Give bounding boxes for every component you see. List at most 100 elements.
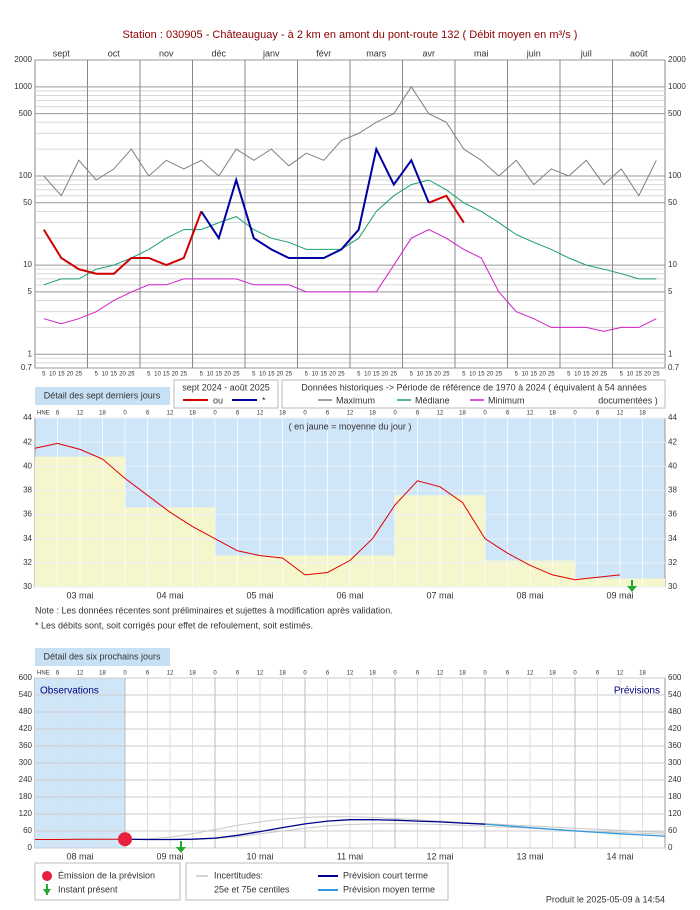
- present-marker: [627, 586, 637, 592]
- detail-button-label[interactable]: Détail des sept derniers jours: [44, 390, 161, 400]
- y-tick-label: 40: [23, 461, 32, 470]
- annotation: ( en jaune = moyenne du jour ): [289, 421, 412, 431]
- hour-tick-label: 6: [56, 411, 60, 417]
- axis-label: HNE: [37, 671, 50, 677]
- y-tick-label: 0: [668, 843, 673, 852]
- y-tick-label: 36: [668, 510, 677, 519]
- hour-tick-label: 6: [146, 671, 150, 677]
- day-tick-label: 25: [338, 372, 345, 378]
- y-tick-label: 100: [668, 171, 682, 180]
- y-tick-label: 300: [19, 758, 33, 767]
- annotation: Prévisions: [614, 686, 660, 697]
- hour-tick-label: 18: [369, 411, 376, 417]
- hour-tick-label: 18: [189, 671, 196, 677]
- day-tick-label: 25: [128, 372, 135, 378]
- y-tick-label: 44: [23, 413, 32, 422]
- y-tick-label: 1000: [14, 82, 32, 91]
- day-tick-label: 10: [102, 372, 109, 378]
- day-tick-label: 15: [478, 372, 485, 378]
- hour-tick-label: 0: [213, 411, 217, 417]
- month-label: mars: [366, 48, 386, 58]
- day-tick-label: 25: [75, 372, 82, 378]
- day-tick-label: 15: [530, 372, 537, 378]
- y-tick-label: 30: [23, 582, 32, 591]
- y-tick-label: 5: [28, 287, 33, 296]
- legend-label: Prévision moyen terme: [343, 884, 435, 894]
- legend-label: 25e et 75e centiles: [214, 884, 290, 894]
- day-label: 10 mai: [246, 851, 273, 861]
- y-tick-label: 10: [668, 260, 677, 269]
- hour-tick-label: 18: [279, 411, 286, 417]
- hour-tick-label: 12: [77, 411, 84, 417]
- legend-label: Instant présent: [58, 884, 118, 894]
- hour-tick-label: 0: [393, 411, 397, 417]
- hour-tick-label: 6: [416, 671, 420, 677]
- y-tick-label: 1: [28, 349, 33, 358]
- day-tick-label: 25: [285, 372, 292, 378]
- series-line: [43, 85, 657, 197]
- day-tick-label: 20: [172, 372, 179, 378]
- hour-tick-label: 18: [639, 671, 646, 677]
- y-tick-label: 360: [668, 741, 682, 750]
- day-label: 09 mai: [606, 590, 633, 600]
- legend-label: Prévision court terme: [343, 870, 428, 880]
- y-tick-label: 480: [668, 707, 682, 716]
- detail-button[interactable]: [35, 648, 170, 666]
- hour-tick-label: 6: [326, 411, 330, 417]
- day-tick-label: 5: [252, 372, 256, 378]
- hour-tick-label: 6: [146, 411, 150, 417]
- y-tick-label: 180: [668, 792, 682, 801]
- y-tick-label: 240: [19, 775, 33, 784]
- day-tick-label: 20: [592, 372, 599, 378]
- legend-swatch: [43, 889, 51, 895]
- series-line: [124, 819, 486, 841]
- hour-tick-label: 12: [527, 671, 534, 677]
- hour-tick-label: 12: [617, 671, 624, 677]
- day-tick-label: 15: [635, 372, 642, 378]
- hour-tick-label: 18: [549, 411, 556, 417]
- day-tick-label: 10: [364, 372, 371, 378]
- hour-tick-label: 0: [573, 411, 577, 417]
- y-tick-label: 120: [668, 809, 682, 818]
- y-tick-label: 1000: [668, 82, 686, 91]
- day-tick-label: 5: [357, 372, 361, 378]
- axis-label: HNE: [37, 411, 50, 417]
- note: * Les débits sont, soit corrigés pour ef…: [35, 620, 313, 630]
- day-tick-label: 20: [277, 372, 284, 378]
- hour-tick-label: 6: [596, 671, 600, 677]
- y-tick-label: 540: [19, 690, 33, 699]
- legend-swatch: [42, 871, 52, 881]
- produced-label: Produit le 2025-05-09 à 14:54: [546, 894, 665, 904]
- hour-tick-label: 6: [236, 671, 240, 677]
- day-tick-label: 10: [522, 372, 529, 378]
- y-tick-label: 540: [668, 690, 682, 699]
- day-tick-label: 20: [382, 372, 389, 378]
- uncertainty-line: [124, 816, 666, 840]
- history-label: Données historiques -> Période de référe…: [301, 382, 647, 392]
- y-tick-label: 360: [19, 741, 33, 750]
- period-label: sept 2024 - août 2025: [182, 382, 270, 392]
- day-tick-label: 25: [443, 372, 450, 378]
- hour-tick-label: 6: [56, 671, 60, 677]
- day-label: 14 mai: [606, 851, 633, 861]
- hour-tick-label: 0: [123, 411, 127, 417]
- day-tick-label: 15: [373, 372, 380, 378]
- y-tick-label: 36: [23, 510, 32, 519]
- month-label: janv: [262, 48, 280, 58]
- legend-box: [281, 379, 666, 409]
- hour-tick-label: 6: [506, 671, 510, 677]
- month-label: févr: [316, 48, 331, 58]
- day-tick-label: 5: [410, 372, 414, 378]
- day-tick-label: 10: [574, 372, 581, 378]
- hour-tick-label: 12: [257, 671, 264, 677]
- y-tick-label: 240: [668, 775, 682, 784]
- y-tick-label: 50: [23, 198, 32, 207]
- y-tick-label: 600: [668, 673, 682, 682]
- detail-button[interactable]: [35, 387, 170, 405]
- day-label: 11 mai: [337, 851, 363, 861]
- y-tick-label: 600: [19, 673, 33, 682]
- detail-button-label[interactable]: Détail des six prochains jours: [43, 651, 161, 661]
- day-label: 13 mai: [516, 851, 543, 861]
- y-tick-label: 0.7: [668, 363, 680, 372]
